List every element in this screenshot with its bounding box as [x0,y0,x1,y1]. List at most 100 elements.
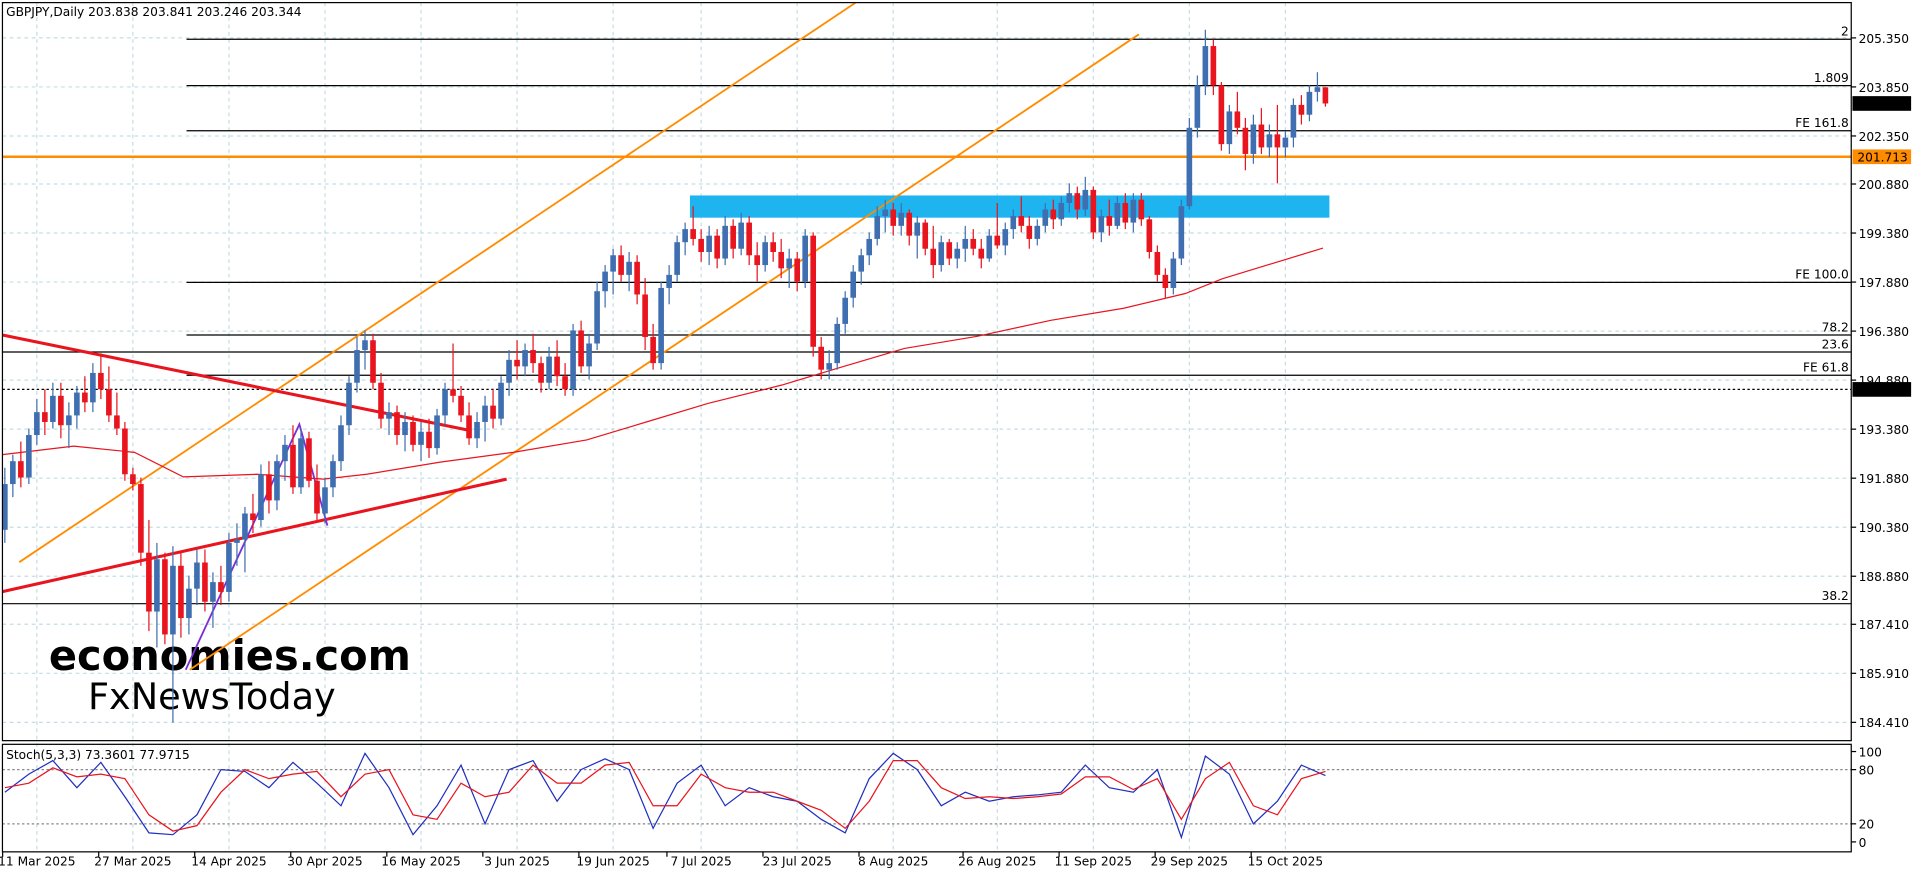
price-label: 194.596 [1857,383,1907,397]
candle-body [210,582,216,602]
candle-body [74,392,80,416]
candle-body [610,255,616,272]
candle-body [930,248,937,266]
candle-body [970,238,977,249]
x-tick-label: 11 Mar 2025 [0,854,76,868]
candle-body [66,415,72,426]
watermark: FxNewsToday [88,675,336,718]
candle-body [1002,229,1009,246]
x-tick-label: 3 Jun 2025 [484,854,550,868]
candle-body [1170,258,1177,288]
price-label: 201.713 [1857,151,1907,165]
candle-body [634,261,640,295]
candle-body [1114,202,1121,226]
candle-body [874,216,881,239]
candle-body [458,395,464,416]
y-tick-label: 193.380 [1859,423,1909,437]
y-tick-label: 80 [1859,764,1875,778]
candle-body [474,421,480,439]
candle-body [1250,124,1257,154]
y-tick-label: 190.380 [1859,521,1909,535]
price-label-box [1852,382,1912,397]
candle-body [642,294,648,337]
fibo-level-label: 78.2 [1822,320,1849,334]
candle-body [1274,134,1281,148]
candle-body [242,513,248,540]
candle-body [514,359,520,367]
main-panel-frame [1,1,1852,742]
resistance-zone [689,195,1330,218]
candle-body [1026,225,1033,239]
candle-body [682,229,688,243]
candle-body [986,235,993,259]
candle-body [490,405,496,419]
fibo-level-label: FE 161.8 [1795,116,1849,130]
fibo-level-label: 1.809 [1814,71,1849,85]
candle-body [978,248,985,259]
candle-body [354,350,360,383]
candle-body [122,428,128,475]
candle-body [1010,216,1017,230]
candle-body [18,461,24,478]
candle-body [298,438,304,488]
candle-body [346,382,352,426]
candle-body [26,435,32,478]
candle-body [1186,127,1193,207]
candle-body [178,565,184,619]
candle-body [130,474,136,485]
x-tick-label: 11 Sep 2025 [1055,854,1132,868]
candle-body [506,359,512,383]
candle-body [370,340,376,383]
y-tick-label: 184.410 [1859,716,1909,730]
candle-body [602,271,608,292]
candle-body [330,461,336,488]
candle-body [1226,111,1233,145]
candle-body [442,389,448,416]
candle-body [1082,189,1089,210]
candle-body [794,258,800,282]
x-tick-label: 26 Aug 2025 [958,854,1036,868]
candle-body [418,431,424,445]
candle-body [882,209,889,217]
chart-title: GBPJPY,Daily 203.838 203.841 203.246 203… [6,5,302,19]
moving-average [2,247,1324,480]
candle-body [394,412,400,436]
candle-body [50,395,56,422]
x-tick-label: 16 May 2025 [381,854,461,868]
candle-body [1018,216,1025,226]
candle-body [498,382,504,419]
candle-body [922,222,929,249]
candle-body [266,474,272,501]
candle-body [866,238,873,256]
candle-body [250,513,256,521]
fibo-level-label: 2 [1841,25,1849,39]
candle-body [842,297,849,324]
y-tick-label: 191.880 [1859,472,1909,486]
candle-body [722,225,728,259]
candle-body [738,222,744,249]
candle-body [690,229,696,239]
candle-body [226,542,232,592]
candle-body [810,235,817,347]
candle-body [938,242,945,266]
x-tick-label: 14 Apr 2025 [191,854,266,868]
candle-body [530,350,536,364]
candle-body [202,562,208,602]
watermark: economies.com [49,631,411,680]
candle-body [114,415,120,429]
x-tick-label: 15 Oct 2025 [1248,854,1323,868]
candle-body [82,392,88,403]
candle-body [554,356,560,377]
price-label-box [1852,149,1912,165]
candle-body [586,343,592,367]
candle-body [954,248,961,259]
candle-body [90,372,96,403]
candle-body [826,363,833,370]
candle-body [666,274,672,288]
candle-body [314,480,320,514]
candle-body [1034,225,1041,239]
candle-body [98,372,104,390]
y-tick-label: 203.850 [1859,81,1909,95]
candle-body [274,461,280,501]
